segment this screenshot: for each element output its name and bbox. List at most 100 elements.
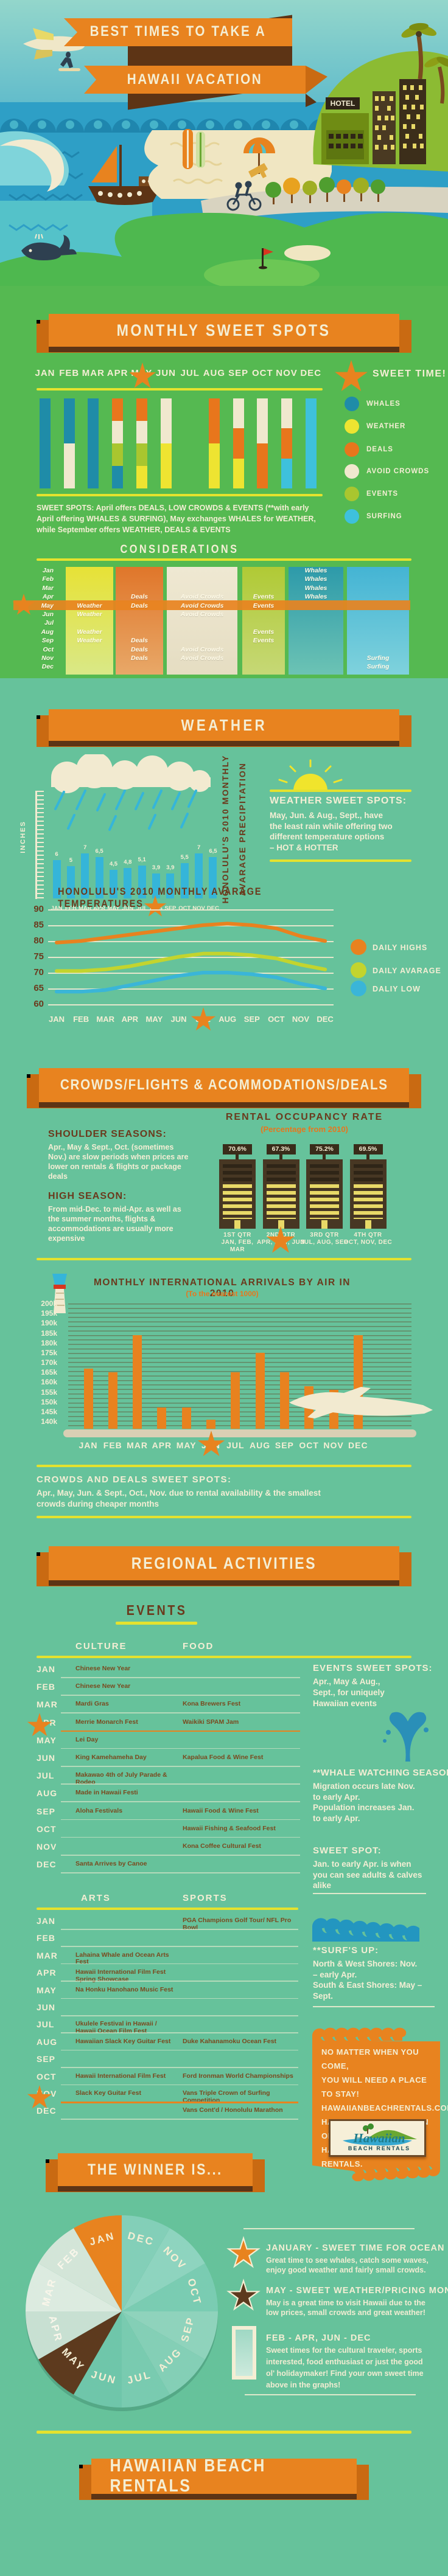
- tower-buildings: [373, 79, 426, 164]
- avoid-legend-label: AVOID CROWDS: [366, 468, 430, 475]
- event-cell: PGA Champions Golf Tour/ NFL Pro Bowl: [183, 1917, 292, 1931]
- wheel-slice-JUN: [74, 2311, 122, 2408]
- event-month-JUN: JUN: [37, 1753, 56, 1763]
- crowds-sweet-text: Apr., May, Jun. & Sept., Oct., Nov. due …: [37, 1488, 321, 1508]
- occupancy-category: 4TH QTR OCT, NOV, DEC: [344, 1232, 393, 1246]
- event-cell: Kona Brewers Fest: [183, 1700, 241, 1708]
- arrivals-bar-APR: [157, 1408, 167, 1429]
- bar-segment-whales: [112, 466, 124, 488]
- weather-sweet-heading: WEATHER SWEET SPOTS:: [270, 796, 407, 806]
- event-month-AUG: AUG: [37, 1788, 58, 1799]
- arrivals-baseline: [63, 1429, 416, 1437]
- whale-icon: [21, 234, 77, 260]
- whale-season-text: Migration occurs late Nov. to early Apr. P…: [313, 1781, 415, 1824]
- sweet-spot-bar-JAN: [40, 398, 51, 488]
- month-label: FEB: [59, 368, 80, 378]
- event-cell: Mardi Gras: [75, 1700, 109, 1708]
- text-line: Hawaiian events: [313, 1699, 377, 1708]
- temp-month-label: JUN: [170, 1015, 187, 1024]
- precip-value: 5: [69, 857, 72, 864]
- event-cell: Hawaii Food & Wine Fest: [183, 1807, 259, 1814]
- considerations-cell: Events: [253, 637, 275, 645]
- precip-value: 6,5: [209, 848, 217, 855]
- event-row-line: [61, 1712, 300, 1713]
- weather-ribbon: WEATHER: [37, 709, 411, 747]
- wheel-slice-OCT: [122, 2263, 218, 2311]
- considerations-month-Sep: Sep: [41, 637, 54, 645]
- precip-month-label: DEC: [206, 905, 219, 912]
- bar-segment-whales: [40, 398, 51, 488]
- monthly-sweet-spots-title: MONTHLY SWEET SPOTS: [117, 321, 331, 339]
- event-month-DEC: DEC: [37, 2106, 57, 2116]
- event-row-line: [61, 1981, 298, 1982]
- considerations-cell: Whales: [304, 584, 327, 592]
- occupancy-value-sign: 67.3%: [266, 1144, 296, 1154]
- divider: [37, 558, 411, 561]
- text-line: Population increases Jan.: [313, 1803, 415, 1812]
- temp-month-label: AUG: [219, 1015, 237, 1024]
- hotel-building: [321, 113, 369, 164]
- event-cell: Chinese New Year: [75, 1665, 131, 1672]
- precip-month-label: OCT: [178, 905, 191, 912]
- event-month-OCT: OCT: [37, 2071, 57, 2081]
- temp-month-label: SEP: [243, 1015, 260, 1024]
- hero-title-line2: HAWAII VACATION: [127, 71, 263, 88]
- golf-flag-icon: [259, 248, 273, 269]
- arrivals-subtitle: (To the nearest 1000): [186, 1290, 259, 1298]
- bar-segment-avoid: [112, 421, 124, 443]
- occupancy-building-1ST QTR: [219, 1159, 256, 1229]
- considerations-cell: Weather: [77, 637, 102, 645]
- considerations-cell: Deals: [130, 637, 149, 645]
- arrivals-tick-165k: 165k: [41, 1368, 57, 1377]
- temp-gridline-90: [48, 909, 334, 911]
- wheel-slice-APR: [26, 2311, 122, 2359]
- shoulder-text: Apr., May & Sept., Oct. (sometimes Nov.)…: [48, 1143, 189, 1181]
- arrivals-tick-185k: 185k: [41, 1328, 57, 1338]
- event-cell: Hawaii Fishing & Seafood Fest: [183, 1824, 276, 1832]
- considerations-cell: Deals: [130, 593, 149, 601]
- sweet-spot-bar-NOV: [281, 398, 292, 488]
- considerations-cell: Whales: [304, 593, 327, 601]
- text-line: the least rain while offering two: [270, 821, 393, 831]
- considerations-cell: Events: [253, 628, 275, 636]
- winner-ribbon: THE WINNER IS...: [46, 2153, 265, 2192]
- precip-value: 6,5: [95, 848, 103, 855]
- arrivals-bar-SEP: [279, 1372, 289, 1429]
- sweet-spot-bar-FEB: [63, 398, 75, 488]
- temp-tick-label: 65: [33, 983, 44, 993]
- bar-segment-avoid: [160, 398, 172, 443]
- trees-row: [265, 177, 385, 204]
- temp-legend-dot: [351, 981, 366, 996]
- considerations-month-Jun: Jun: [42, 611, 54, 618]
- qtr-months: JAN, FEB, MAR: [221, 1239, 254, 1253]
- whale-sweet-heading: SWEET SPOT:: [313, 1845, 382, 1856]
- event-row-line: [61, 2015, 298, 2016]
- occupancy-title: RENTAL OCCUPANCY RATE: [225, 1112, 383, 1122]
- month-label: MAR: [82, 368, 105, 378]
- precip-bar-MAY: [109, 870, 117, 898]
- event-month-OCT: OCT: [37, 1824, 57, 1834]
- considerations-cell: Surfing: [366, 654, 390, 662]
- hbr-logo-script: Hawaiian: [353, 2131, 405, 2145]
- bar-segment-events: [136, 443, 147, 466]
- arrivals-tick-200k: 200k: [41, 1299, 57, 1308]
- rain-cloud-icon: [51, 754, 211, 831]
- sweet-spot-bar-MAR: [88, 398, 99, 488]
- culture-header: CULTURE: [75, 1641, 127, 1651]
- precip-value: 4,8: [124, 859, 132, 866]
- arrivals-month-label: AUG: [250, 1440, 271, 1450]
- event-cell: Chinese New Year: [75, 1682, 131, 1690]
- winner-swatch-icon: [232, 2326, 256, 2380]
- hbr-logo-sub: BEACH RENTALS: [348, 2145, 411, 2151]
- footer-title: HAWAIIAN BEACH RENTALS: [110, 2456, 266, 2496]
- considerations-cell: Events: [253, 593, 275, 601]
- considerations-cell: Avoid Crowds: [180, 593, 224, 601]
- monthly-sweet-spots-ribbon: MONTHLY SWEET SPOTS: [37, 314, 411, 353]
- building-door: [234, 1220, 240, 1229]
- considerations-band-whales: [289, 567, 343, 675]
- arrivals-tick-180k: 180k: [41, 1338, 57, 1347]
- bar-segment-whales: [88, 398, 99, 488]
- bar-segment-surfing: [305, 398, 317, 488]
- event-cell: Kapalua Food & Wine Fest: [183, 1754, 264, 1761]
- wheel-slice-FEB: [38, 2228, 122, 2311]
